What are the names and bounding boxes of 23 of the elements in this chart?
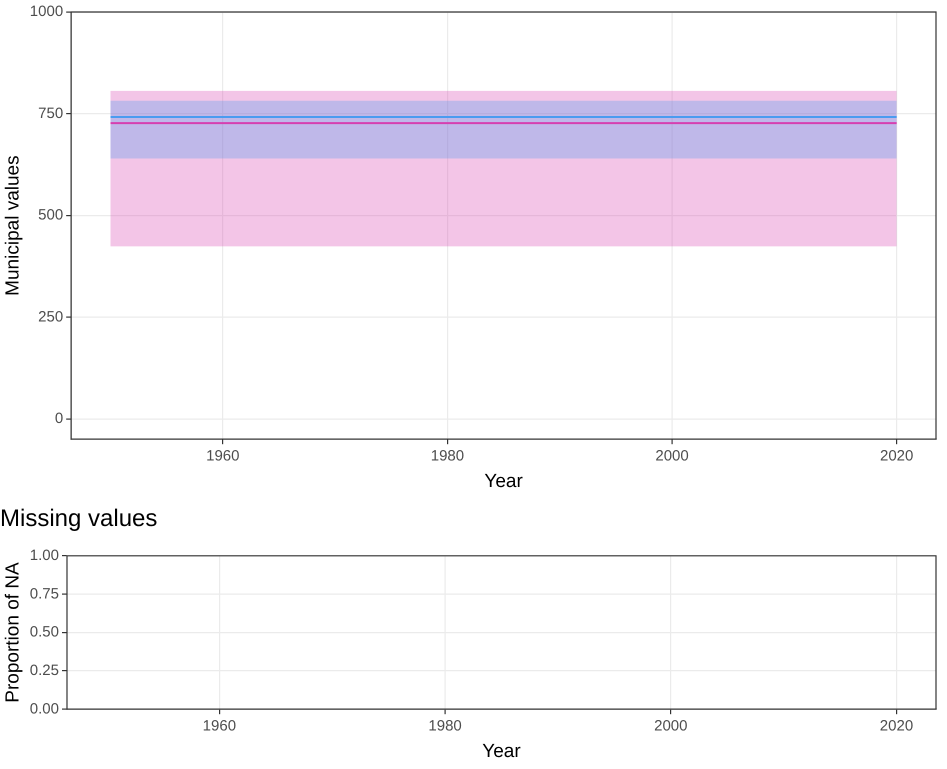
y-tick-label: 1.00 <box>30 546 59 564</box>
chart-title: Missing values <box>0 505 158 532</box>
y-tick-label: 250 <box>38 308 64 326</box>
y-tick-label: 500 <box>38 206 64 224</box>
x-tick-label: 2000 <box>654 717 688 734</box>
y-tick-label: 750 <box>38 104 64 122</box>
x-axis-title: Year <box>482 740 522 762</box>
y-tick-label: 0.75 <box>30 585 59 602</box>
x-tick-label: 2000 <box>655 447 689 464</box>
y-tick-label: 0 <box>54 410 64 427</box>
x-tick-label: 1980 <box>428 717 462 734</box>
x-tick-label: 1980 <box>430 447 464 464</box>
y-tick-label: 0.50 <box>30 624 59 641</box>
x-tick-label: 1960 <box>202 717 236 734</box>
y-tick-label: 0.25 <box>30 662 59 679</box>
x-tick-label: 2020 <box>880 447 914 464</box>
y-axis-title: Municipal values <box>2 155 24 296</box>
y-tick-label: 0.00 <box>30 700 59 718</box>
x-tick-label: 2020 <box>880 717 914 734</box>
x-axis-title: Year <box>484 470 524 492</box>
y-axis-title: Proportion of NA <box>2 562 24 703</box>
y-tick-label: 1000 <box>30 3 64 20</box>
x-tick-label: 1960 <box>206 447 240 464</box>
